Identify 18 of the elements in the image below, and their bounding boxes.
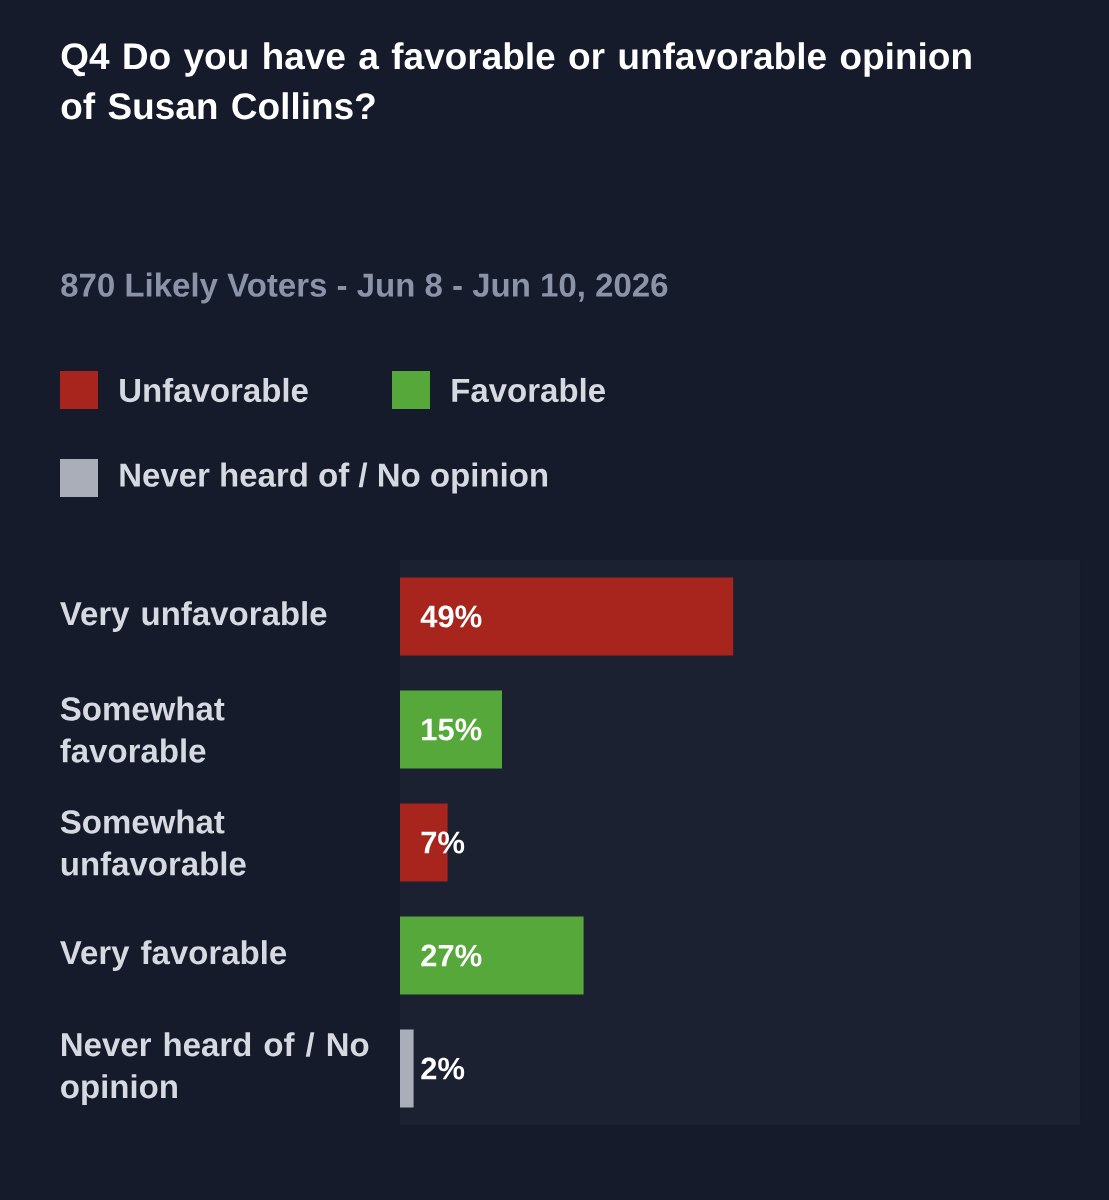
legend-label: Favorable xyxy=(452,377,605,403)
y-tick-label: Never heard of / No opinion xyxy=(61,1032,369,1105)
data-label: 2% xyxy=(421,1057,465,1080)
bar xyxy=(400,690,502,769)
chart-subtitle: 870 Likely Voters - Jun 8 - Jun 10, 2026 xyxy=(61,272,668,304)
legend-label: Never heard of / No opinion xyxy=(120,462,548,494)
bar xyxy=(400,1029,414,1108)
legend-label: Unfavorable xyxy=(120,377,308,403)
y-tick-label: Somewhat favorable xyxy=(60,696,225,763)
bar xyxy=(400,577,734,656)
data-label: 15% xyxy=(422,718,482,741)
data-label: 49% xyxy=(420,605,482,628)
chart-title: Q4 Do you have a favorable or unfavorable opinion of Susan Collins? xyxy=(61,42,971,120)
y-tick-label: Somewhat unfavorable xyxy=(60,809,246,876)
y-tick-label: Very unfavorable xyxy=(60,601,327,632)
data-label: 27% xyxy=(421,944,482,967)
bar xyxy=(400,916,584,995)
y-tick-label: Very favorable xyxy=(60,940,287,971)
